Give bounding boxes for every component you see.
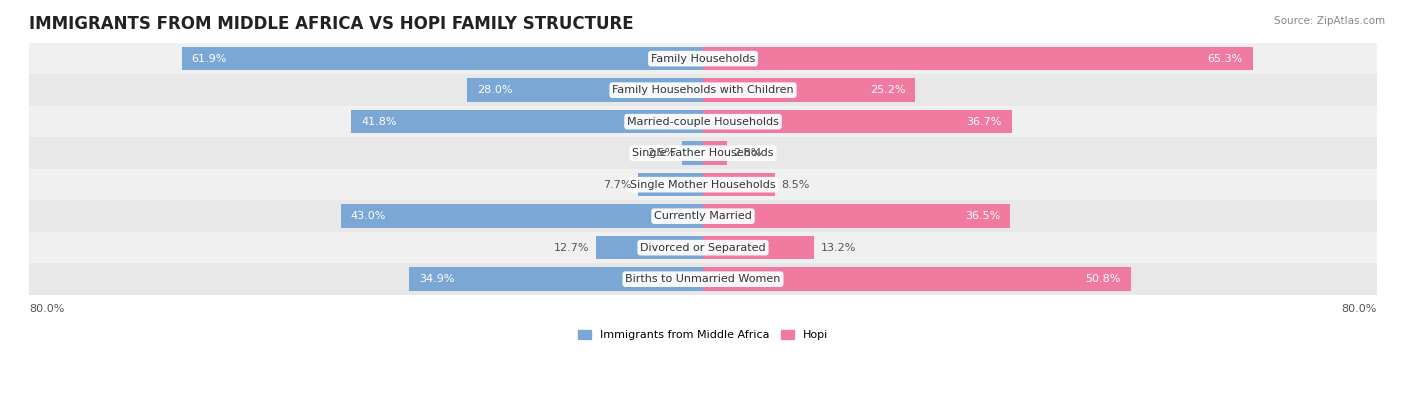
Bar xyxy=(181,47,703,70)
Text: IMMIGRANTS FROM MIDDLE AFRICA VS HOPI FAMILY STRUCTURE: IMMIGRANTS FROM MIDDLE AFRICA VS HOPI FA… xyxy=(30,15,634,33)
Bar xyxy=(703,236,814,260)
Bar xyxy=(682,141,703,165)
Text: Births to Unmarried Women: Births to Unmarried Women xyxy=(626,274,780,284)
Text: 12.7%: 12.7% xyxy=(554,243,589,253)
Text: 65.3%: 65.3% xyxy=(1208,54,1243,64)
Text: 50.8%: 50.8% xyxy=(1085,274,1121,284)
Bar xyxy=(30,137,1376,169)
Bar xyxy=(340,204,703,228)
Bar xyxy=(30,200,1376,232)
Bar xyxy=(703,173,775,196)
Text: 80.0%: 80.0% xyxy=(30,305,65,314)
Bar xyxy=(703,141,727,165)
Text: 41.8%: 41.8% xyxy=(361,117,396,127)
Bar xyxy=(638,173,703,196)
Bar xyxy=(409,267,703,291)
Bar xyxy=(703,47,1253,70)
Bar xyxy=(703,204,1011,228)
Text: 25.2%: 25.2% xyxy=(870,85,905,95)
Text: Married-couple Households: Married-couple Households xyxy=(627,117,779,127)
Text: Family Households with Children: Family Households with Children xyxy=(612,85,794,95)
Text: 7.7%: 7.7% xyxy=(603,180,631,190)
Bar xyxy=(30,74,1376,106)
Bar xyxy=(30,232,1376,263)
Bar xyxy=(703,110,1012,134)
Bar xyxy=(30,169,1376,200)
Text: 80.0%: 80.0% xyxy=(1341,305,1376,314)
Bar xyxy=(30,43,1376,74)
Text: Single Mother Households: Single Mother Households xyxy=(630,180,776,190)
Text: Single Father Households: Single Father Households xyxy=(633,148,773,158)
Text: 28.0%: 28.0% xyxy=(477,85,513,95)
Bar xyxy=(467,78,703,102)
Text: Source: ZipAtlas.com: Source: ZipAtlas.com xyxy=(1274,16,1385,26)
Text: 34.9%: 34.9% xyxy=(419,274,454,284)
Bar xyxy=(596,236,703,260)
Text: 13.2%: 13.2% xyxy=(821,243,856,253)
Text: 36.5%: 36.5% xyxy=(965,211,1001,221)
Text: 2.8%: 2.8% xyxy=(734,148,762,158)
Text: Divorced or Separated: Divorced or Separated xyxy=(640,243,766,253)
Text: 2.5%: 2.5% xyxy=(647,148,675,158)
Bar xyxy=(30,106,1376,137)
Text: 43.0%: 43.0% xyxy=(352,211,387,221)
Text: Family Households: Family Households xyxy=(651,54,755,64)
Bar xyxy=(30,263,1376,295)
Bar xyxy=(703,78,915,102)
Text: 36.7%: 36.7% xyxy=(967,117,1002,127)
Bar xyxy=(703,267,1130,291)
Bar xyxy=(352,110,703,134)
Text: 8.5%: 8.5% xyxy=(782,180,810,190)
Text: 61.9%: 61.9% xyxy=(191,54,226,64)
Text: Currently Married: Currently Married xyxy=(654,211,752,221)
Legend: Immigrants from Middle Africa, Hopi: Immigrants from Middle Africa, Hopi xyxy=(574,325,832,345)
